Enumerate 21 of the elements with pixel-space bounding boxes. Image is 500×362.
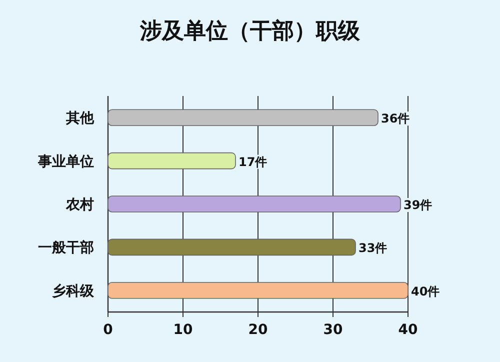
y-tick-label: 农村 bbox=[65, 197, 94, 213]
y-tick-label: 一般干部 bbox=[38, 239, 94, 256]
data-label: 17件 bbox=[238, 154, 268, 169]
bar bbox=[108, 109, 378, 126]
y-tick-label: 其他 bbox=[65, 110, 95, 127]
data-label: 36件 bbox=[381, 112, 410, 126]
data-label: 39件 bbox=[404, 198, 432, 212]
bar bbox=[108, 238, 356, 256]
x-tick-label: 0 bbox=[103, 322, 114, 338]
bar bbox=[108, 282, 408, 299]
x-tick-label: 40 bbox=[398, 322, 418, 338]
y-tick-label: 事业单位 bbox=[37, 154, 94, 170]
x-tick-label: 20 bbox=[248, 322, 268, 338]
x-tick-label: 30 bbox=[323, 322, 343, 338]
x-tick-label: 10 bbox=[173, 322, 193, 338]
chart-title: 涉及单位（干部）职级 bbox=[139, 18, 361, 44]
data-label: 40件 bbox=[411, 284, 440, 298]
data-label: 33件 bbox=[358, 241, 388, 256]
y-tick-label: 乡科级 bbox=[52, 282, 95, 300]
bar bbox=[108, 152, 236, 170]
bar bbox=[108, 196, 401, 212]
